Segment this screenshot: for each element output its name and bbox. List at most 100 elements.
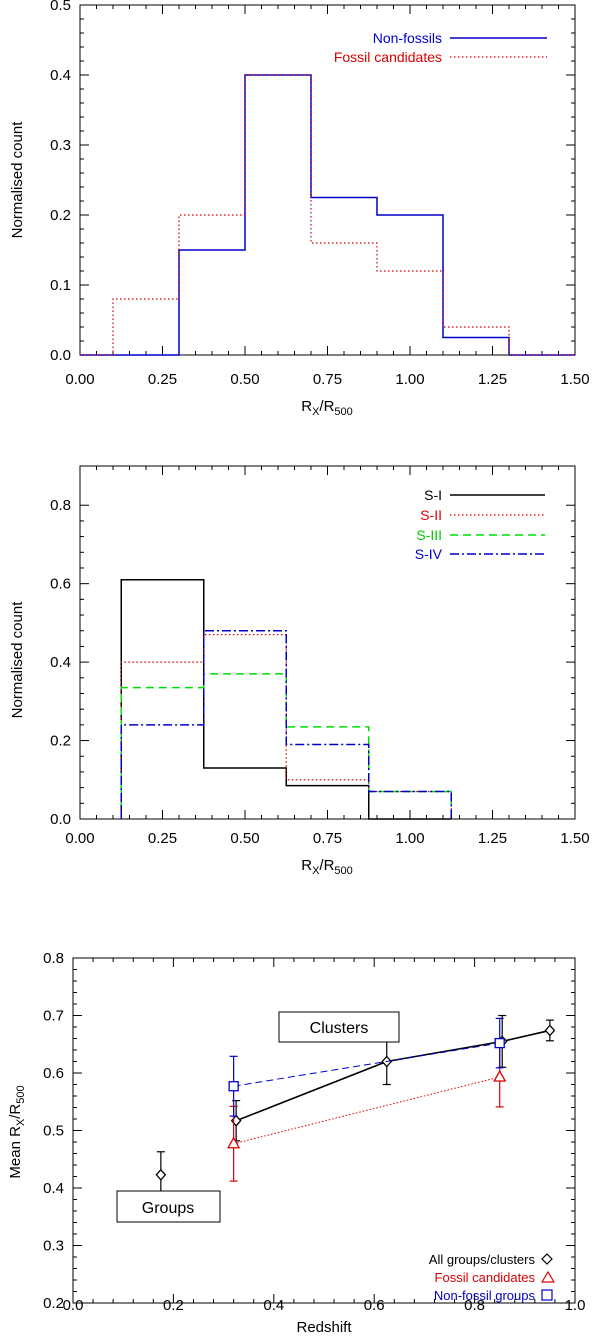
y-tick-label: 0.4: [43, 1180, 64, 1197]
x-tick-label: 0.50: [230, 830, 259, 847]
marker-fossil-candidates: [227, 1136, 241, 1149]
annotation-box-groups: [116, 1190, 221, 1223]
y-axis-label-sub1: X: [15, 1118, 27, 1126]
marker-all-groups-clusters: [230, 1114, 242, 1127]
y-tick-label: 0.6: [43, 1065, 64, 1082]
y-tick-label: 0.3: [50, 137, 71, 154]
annotation-clusters-text: Clusters: [310, 1020, 369, 1037]
legend: Non-fossils Fossil candidates: [334, 30, 547, 65]
x-tick-label: 0.00: [65, 371, 94, 388]
axis-ticks: [79, 466, 576, 820]
histogram-s-i: [120, 578, 452, 820]
y-tick-label: 0.2: [43, 1295, 64, 1312]
y-axis-label: Mean RX/R500: [7, 1085, 27, 1178]
series-group: [80, 74, 575, 356]
x-tick-label: 0.6: [364, 1297, 385, 1314]
x-axis-label-sub2: 500: [334, 406, 352, 418]
marker-all-groups-clusters: [544, 1024, 556, 1037]
trend-line-all-groups-clusters: [235, 1029, 551, 1122]
y-tick-label: 0.8: [43, 950, 64, 967]
x-axis-label-slash: /R: [319, 857, 334, 874]
series-group: [155, 1014, 556, 1199]
marker-non-fossil-groups: [494, 1037, 505, 1049]
x-tick-label: 0.4: [263, 1297, 284, 1314]
y-tick-label: 0.3: [43, 1238, 64, 1255]
trend-line-non-fossil-groups: [233, 1042, 500, 1087]
series-group: [120, 578, 452, 820]
trend-line-fossil-candidates: [233, 1076, 500, 1145]
x-tick-label: 0.00: [65, 830, 94, 847]
x-axis-label: Redshift: [296, 1319, 352, 1336]
marker-non-fossil-groups: [228, 1081, 239, 1092]
y-tick-label: 0.7: [43, 1008, 64, 1025]
x-axis-label-sub2: 500: [334, 865, 352, 877]
scatter-panel-3: 0.0 0.2 0.4 0.6 0.8 1.00.20.30.40.50.60.70.8 …: [7, 950, 585, 1336]
y-tick-label: 0.0: [50, 811, 71, 828]
x-tick-label: 1.00: [395, 371, 424, 388]
x-tick-label: 1.0: [565, 1297, 586, 1314]
x-tick-label: 1.25: [478, 830, 507, 847]
axis-ticks: [79, 4, 576, 356]
x-axis-label-sub1: X: [312, 406, 320, 418]
x-axis-label-sub1: X: [312, 865, 320, 877]
legend-label-s-i: S-I: [424, 487, 442, 503]
x-tick-label: 0.25: [148, 830, 177, 847]
y-tick-label: 0.8: [50, 497, 71, 514]
tick-labels: 0.0 0.2 0.4 0.6 0.8 1.00.20.30.40.50.60.70.8: [43, 950, 585, 1314]
y-axis-label: Normalised count: [9, 601, 26, 719]
x-tick-label: 0.75: [313, 371, 342, 388]
x-tick-label: 0.0: [63, 1297, 84, 1314]
annotation-clusters: Clusters: [278, 1011, 400, 1043]
y-tick-label: 0.0: [50, 347, 71, 364]
x-tick-label: 1.00: [395, 830, 424, 847]
y-tick-label: 0.2: [50, 207, 71, 224]
marker-fossil-candidates: [493, 1069, 507, 1082]
legend: S-I S-II S-III S-IV: [415, 487, 545, 562]
histogram-panel-2: 0.00 0.25 0.50 0.75 1.00 1.25 1.50 0.0 0.2 0.4 0.6…: [9, 465, 590, 877]
x-tick-label: 1.50: [560, 830, 589, 847]
tick-labels: 0.00 0.25 0.50 0.75 1.00 1.25 1.50 0.0 0.1 0.2 0.3…: [50, 0, 589, 388]
y-tick-label: 0.5: [50, 0, 71, 14]
histogram-fossil-candidates: [80, 74, 575, 356]
legend-label-fossil-candidates: Fossil candidates: [334, 49, 442, 65]
x-axis-label-slash: /R: [319, 398, 334, 415]
y-tick-label: 0.2: [50, 733, 71, 750]
legend: All groups/clusters Fossil candidates No…: [429, 1252, 556, 1303]
y-tick-label: 0.5: [43, 1123, 64, 1140]
annotation-box-clusters: [278, 1011, 400, 1043]
legend-diamond-icon: [541, 1253, 553, 1265]
marker-all-groups-clusters: [155, 1168, 167, 1181]
x-tick-label: 0.25: [148, 371, 177, 388]
y-axis-label: Normalised count: [9, 121, 26, 239]
histogram-s-iv: [120, 629, 452, 819]
x-axis-label: RX/R500: [301, 857, 353, 877]
x-tick-label: 0.2: [163, 1297, 184, 1314]
legend-label-fossil: Fossil candidates: [435, 1270, 536, 1285]
y-tick-label: 0.4: [50, 654, 71, 671]
y-axis-label-main: Mean R: [7, 1126, 24, 1179]
axis-ticks: [72, 957, 576, 1304]
x-tick-label: 0.75: [313, 830, 342, 847]
x-tick-label: 0.50: [230, 371, 259, 388]
histogram-non-fossils: [80, 74, 575, 356]
x-axis-label: RX/R500: [301, 398, 353, 418]
annotation-groups: Groups: [116, 1190, 221, 1223]
y-axis-label-sub2: 500: [15, 1085, 27, 1103]
legend-label-all: All groups/clusters: [429, 1252, 536, 1267]
plot-frame: [79, 4, 576, 356]
histogram-panel-1: 0.00 0.25 0.50 0.75 1.00 1.25 1.50 0.0 0.1 0.2 0.3…: [9, 0, 590, 418]
y-axis-label-slash: /R: [7, 1104, 24, 1119]
x-axis-label-main: R: [301, 857, 312, 874]
legend-label-non-fossils: Non-fossils: [373, 30, 442, 46]
legend-label-non-fossil: Non-fossil groups: [434, 1288, 536, 1303]
x-tick-label: 1.25: [478, 371, 507, 388]
x-tick-label: 1.50: [560, 371, 589, 388]
legend-triangle-icon: [540, 1270, 556, 1283]
plot-frame: [79, 465, 576, 820]
legend-label-s-iv: S-IV: [415, 546, 443, 562]
x-tick-label: 0.8: [464, 1297, 485, 1314]
y-tick-label: 0.1: [50, 277, 71, 294]
legend-label-s-ii: S-II: [420, 507, 442, 523]
legend-square-icon: [541, 1289, 553, 1301]
